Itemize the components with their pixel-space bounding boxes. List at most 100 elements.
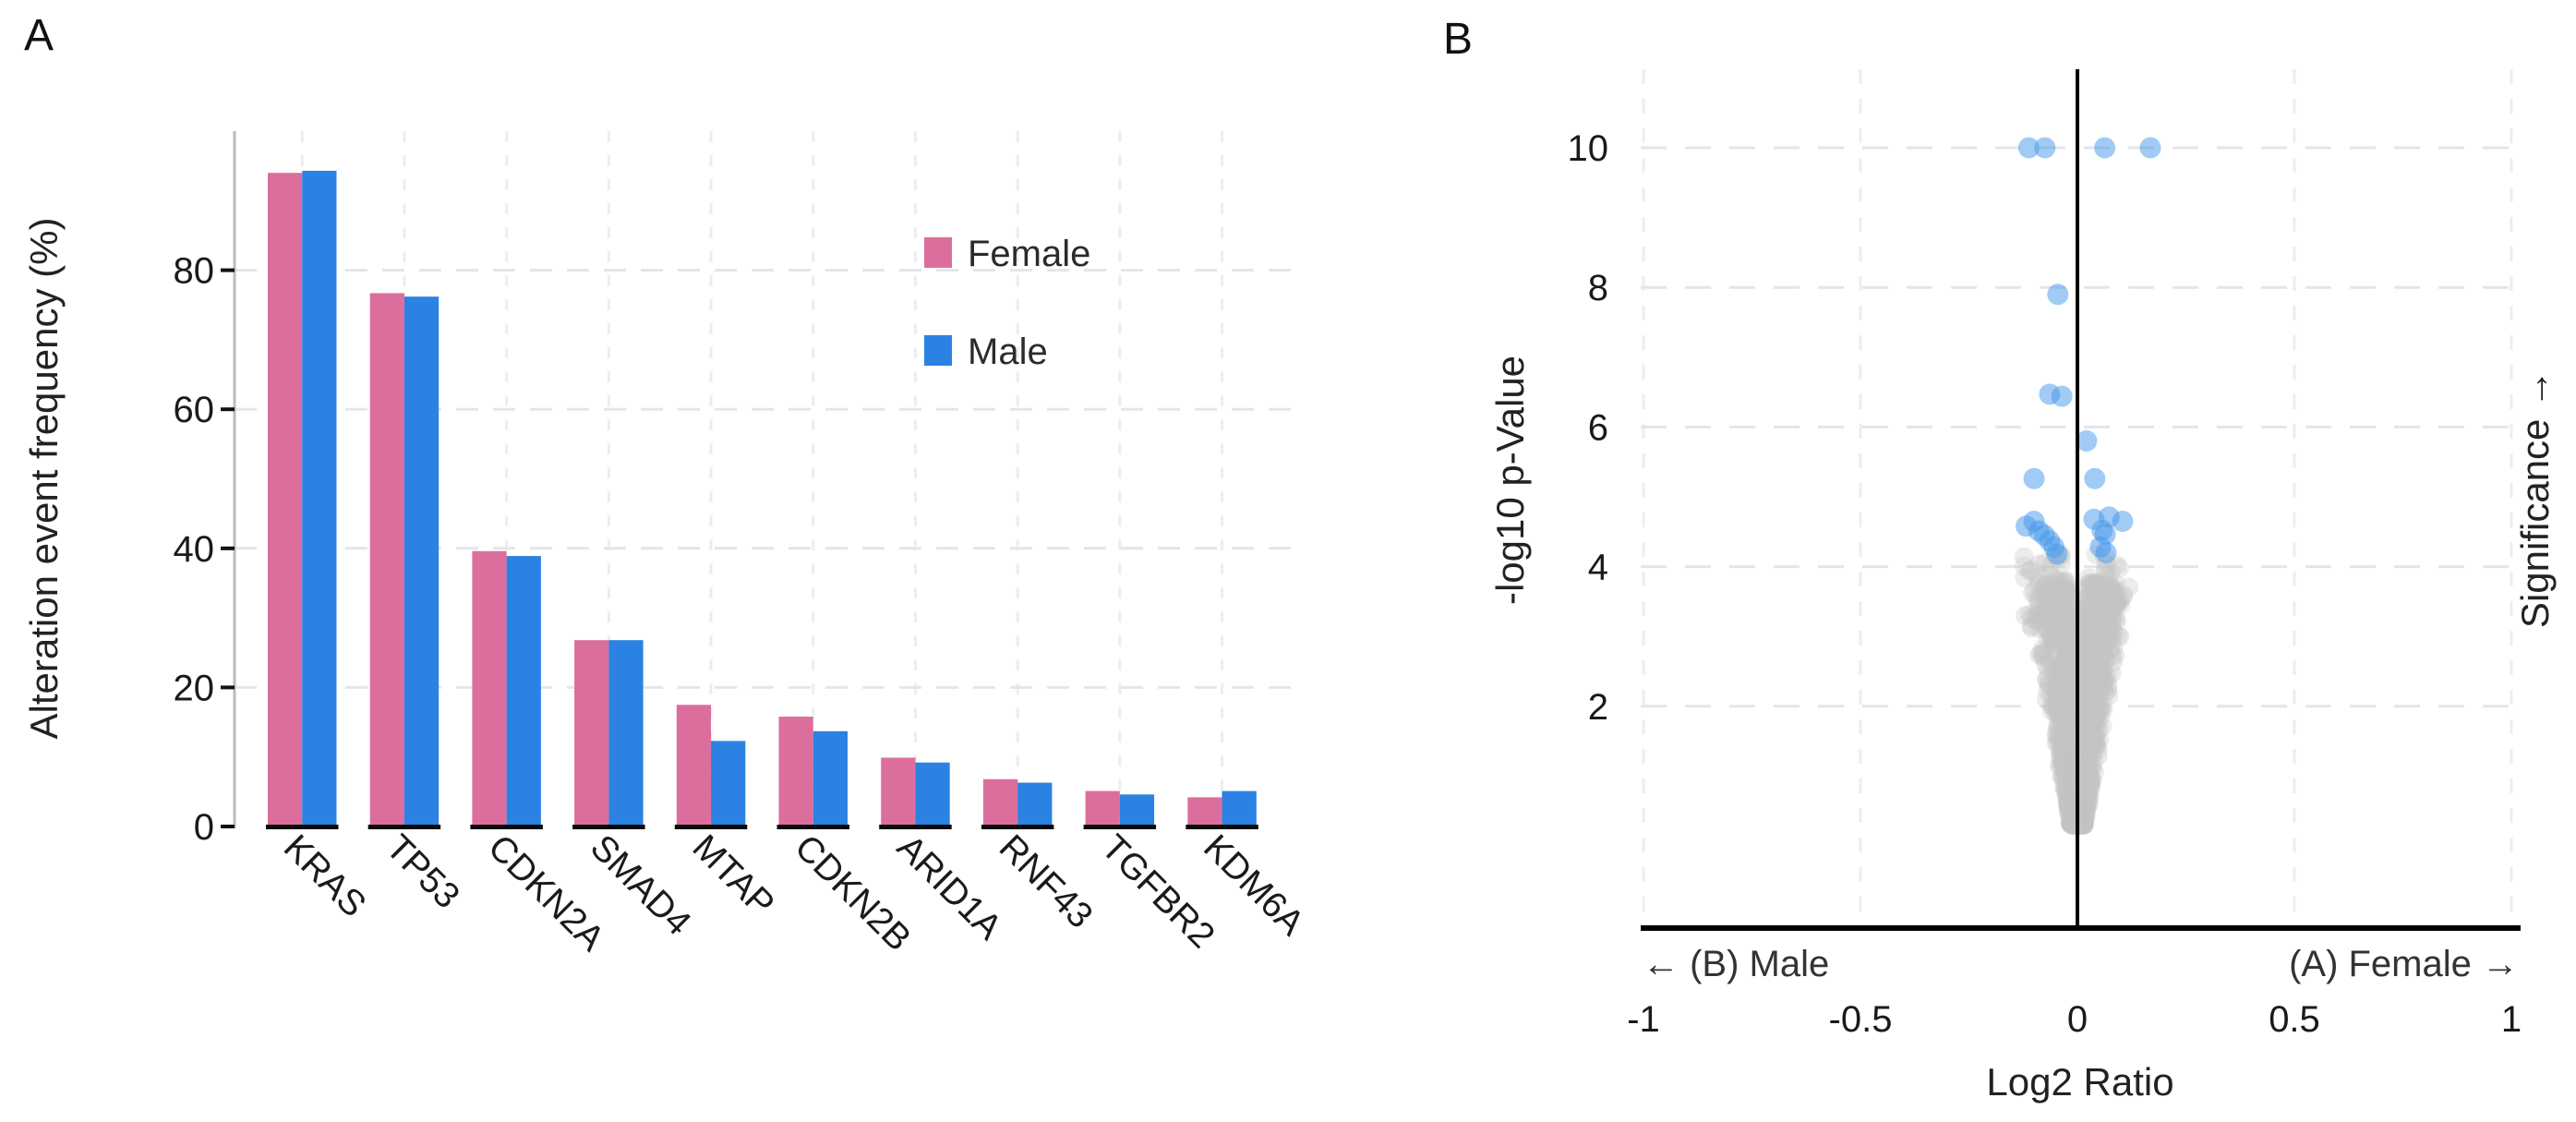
background-point: [2086, 655, 2106, 675]
bar-male-KRAS: [302, 170, 337, 826]
background-point: [2080, 615, 2101, 635]
background-point: [2075, 641, 2095, 660]
background-point: [2084, 686, 2104, 706]
background-point: [2110, 590, 2130, 610]
background-point: [2020, 604, 2040, 624]
y-tick-label: 20: [174, 668, 215, 708]
legend-label-female: Female: [968, 234, 1090, 274]
background-point: [2096, 633, 2116, 653]
bar-male-ARID1A: [915, 762, 950, 826]
background-point: [2059, 758, 2079, 778]
background-point: [2026, 609, 2046, 630]
background-point: [2090, 609, 2111, 630]
background-point: [2070, 773, 2089, 793]
background-point: [2075, 604, 2095, 624]
background-point: [2075, 604, 2094, 624]
background-point: [2061, 711, 2081, 731]
background-point: [2040, 565, 2059, 585]
background-point: [2100, 603, 2120, 623]
background-point: [2075, 797, 2095, 817]
background-point: [2058, 793, 2078, 813]
background-point: [2077, 759, 2098, 779]
background-point: [2076, 586, 2097, 607]
background-point: [2081, 656, 2101, 676]
background-point: [2083, 723, 2103, 743]
background-point: [2093, 609, 2113, 630]
background-point: [2074, 728, 2094, 748]
background-point: [2064, 769, 2085, 790]
background-point: [2081, 709, 2101, 730]
background-point: [2060, 636, 2079, 657]
background-point: [2078, 794, 2099, 814]
background-point: [2064, 814, 2085, 834]
background-point: [2069, 803, 2089, 824]
background-point: [2082, 691, 2102, 711]
background-point: [2057, 609, 2077, 630]
background-point: [2053, 722, 2074, 742]
background-point: [2078, 624, 2099, 645]
background-point: [2074, 755, 2094, 776]
background-point: [2086, 694, 2106, 713]
background-point: [2064, 778, 2085, 798]
background-point: [2085, 730, 2105, 750]
background-point: [2097, 596, 2117, 616]
background-point: [2086, 706, 2106, 727]
background-point: [2045, 633, 2064, 653]
background-point: [2084, 651, 2104, 671]
significant-point: [2046, 543, 2068, 565]
background-point: [2060, 801, 2080, 821]
background-point: [2086, 674, 2106, 694]
baseline-segment: [572, 825, 645, 829]
background-point: [2053, 754, 2074, 775]
y-tick-label: 60: [174, 390, 215, 430]
background-point: [2084, 762, 2104, 782]
background-point: [2056, 786, 2076, 806]
background-point: [2059, 785, 2079, 805]
background-point: [2015, 556, 2034, 576]
background-point: [2059, 654, 2079, 674]
bar-female-TGFBR2: [1085, 790, 1120, 826]
background-point: [2070, 792, 2090, 812]
background-point: [2059, 650, 2079, 670]
background-point: [2070, 779, 2090, 799]
background-point: [2055, 666, 2076, 686]
background-point: [2038, 658, 2058, 679]
background-point: [2093, 588, 2113, 609]
background-point: [2080, 621, 2101, 641]
background-point: [2070, 800, 2090, 819]
background-point: [2069, 698, 2089, 718]
background-point: [2048, 583, 2068, 603]
background-point: [2065, 813, 2086, 833]
background-point: [2060, 796, 2080, 816]
background-point: [2102, 609, 2123, 629]
background-point: [2060, 772, 2080, 792]
background-point: [2078, 759, 2098, 778]
background-point: [2077, 719, 2098, 740]
background-point: [2070, 814, 2090, 834]
background-point: [2077, 640, 2098, 660]
background-point: [2090, 660, 2111, 681]
background-point: [2080, 715, 2101, 734]
background-point: [2064, 780, 2085, 801]
background-point: [2081, 711, 2101, 731]
background-point: [2035, 585, 2055, 606]
background-point: [2064, 743, 2085, 764]
background-point: [2036, 619, 2056, 639]
background-point: [2084, 674, 2104, 694]
background-point: [2065, 775, 2085, 795]
background-point: [2084, 631, 2103, 650]
background-point: [2091, 588, 2112, 609]
background-point: [2089, 707, 2110, 728]
background-point: [2105, 645, 2125, 666]
background-point: [2100, 628, 2120, 648]
background-point: [2046, 696, 2066, 717]
background-point: [2102, 645, 2123, 666]
background-point: [2074, 814, 2094, 835]
background-point: [2040, 619, 2060, 639]
background-point: [2075, 729, 2095, 749]
background-point: [2079, 634, 2100, 655]
background-point: [2076, 628, 2096, 647]
background-point: [2078, 753, 2099, 773]
background-point: [2065, 682, 2086, 703]
background-point: [2090, 682, 2111, 702]
